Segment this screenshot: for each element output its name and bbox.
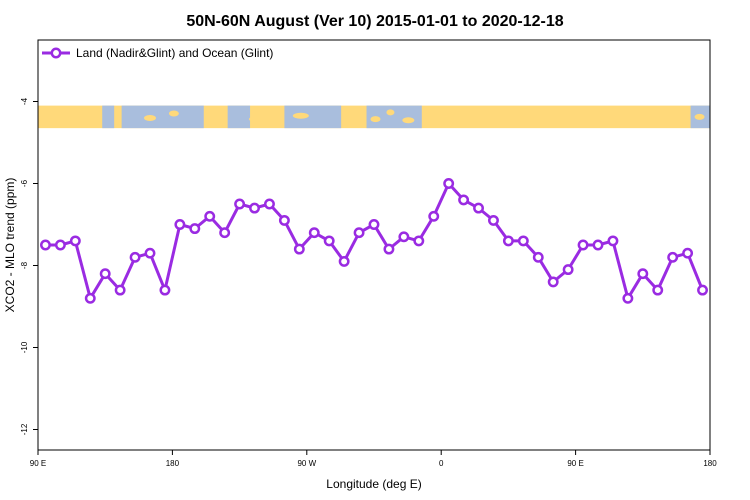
x-tick-label: 90 W [297, 459, 316, 468]
data-point [637, 268, 649, 280]
y-tick-label: -4 [20, 97, 29, 105]
data-point [413, 235, 425, 247]
legend: Land (Nadir&Glint) and Ocean (Glint) [42, 46, 273, 60]
data-point [443, 178, 455, 189]
map-strip-island [370, 116, 381, 123]
map-strip [38, 105, 710, 129]
legend-entry-label: Land (Nadir&Glint) and Ocean (Glint) [76, 46, 273, 60]
data-point [473, 202, 484, 214]
data-point [204, 210, 216, 222]
x-tick-label: 0 [439, 459, 444, 468]
data-point [278, 214, 290, 226]
data-point [249, 202, 260, 214]
map-strip-ocean [284, 105, 342, 129]
data-point [84, 292, 96, 304]
y-tick-label: -8 [20, 261, 29, 269]
data-point [338, 255, 350, 267]
map-strip-ocean [121, 105, 204, 129]
data-point [40, 239, 51, 251]
y-tick-label: -10 [20, 341, 29, 353]
data-point [458, 194, 470, 206]
x-axis-ticks: 90 E 180 90 W 0 90 E 180 [30, 450, 717, 468]
data-point [667, 251, 679, 263]
data-point [308, 227, 320, 239]
data-point [607, 235, 619, 247]
data-point [129, 251, 141, 263]
map-strip-ocean [227, 105, 251, 129]
plot-frame [37, 39, 711, 451]
map-strip-island [249, 116, 264, 123]
data-point [428, 210, 440, 222]
chart-title: 50N-60N August (Ver 10) 2015-01-01 to 20… [186, 13, 563, 30]
data-point [234, 198, 246, 210]
map-strip-island [694, 113, 705, 120]
data-point [189, 223, 201, 235]
data-point [592, 239, 604, 251]
data-point [293, 243, 305, 255]
data-point [383, 243, 395, 255]
data-point [264, 198, 275, 210]
series-layer [40, 178, 708, 304]
data-point [697, 284, 708, 296]
data-point [219, 227, 231, 239]
x-tick-label: 180 [166, 459, 180, 468]
data-point [99, 268, 111, 280]
data-point [502, 235, 514, 247]
data-point [368, 219, 380, 230]
map-strip-ocean [102, 105, 115, 129]
data-point [547, 276, 559, 288]
data-point [517, 235, 529, 247]
y-axis-ticks: -4 -6 -8 -10 -12 [20, 97, 38, 435]
data-point [144, 247, 156, 259]
map-strip-island [144, 115, 156, 122]
data-point [562, 264, 574, 276]
map-strip-island [292, 112, 309, 119]
data-point [577, 239, 589, 251]
data-point [398, 231, 410, 243]
data-point [69, 235, 81, 247]
data-point [323, 235, 335, 247]
y-tick-label: -6 [20, 179, 29, 187]
map-strip-island [402, 117, 415, 124]
data-point [159, 284, 171, 296]
data-point [54, 239, 66, 251]
map-strip-island [168, 110, 179, 117]
x-tick-label: 180 [703, 459, 717, 468]
data-point [353, 227, 365, 239]
data-point [622, 292, 634, 304]
data-point [488, 214, 499, 226]
series-line [45, 182, 704, 300]
map-strip-island [386, 109, 395, 116]
y-axis-label: XCO2 - MLO trend (ppm) [3, 178, 17, 313]
data-point [652, 284, 664, 296]
data-point [174, 219, 186, 230]
data-point [682, 247, 694, 259]
x-tick-label: 90 E [567, 459, 583, 468]
y-tick-label: -12 [20, 423, 29, 435]
data-point [114, 284, 126, 296]
x-axis-label: Longitude (deg E) [326, 477, 421, 491]
data-point [532, 251, 544, 263]
legend-marker [50, 47, 62, 59]
x-tick-label: 90 E [30, 459, 46, 468]
